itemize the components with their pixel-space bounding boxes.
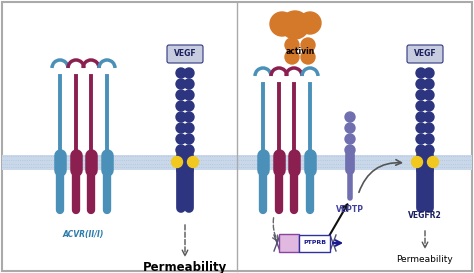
- Circle shape: [172, 156, 182, 168]
- Circle shape: [184, 90, 194, 100]
- Circle shape: [184, 68, 194, 78]
- Circle shape: [424, 112, 434, 122]
- Circle shape: [424, 90, 434, 100]
- Circle shape: [424, 145, 434, 155]
- Circle shape: [416, 145, 426, 155]
- Text: activin: activin: [285, 48, 315, 57]
- Circle shape: [285, 38, 299, 52]
- FancyBboxPatch shape: [300, 235, 330, 251]
- Circle shape: [345, 145, 355, 155]
- Circle shape: [424, 79, 434, 89]
- Circle shape: [345, 134, 355, 144]
- Circle shape: [188, 156, 199, 168]
- Circle shape: [416, 90, 426, 100]
- Circle shape: [184, 123, 194, 133]
- Circle shape: [176, 123, 186, 133]
- Text: Permeability: Permeability: [397, 256, 453, 265]
- Circle shape: [416, 79, 426, 89]
- Circle shape: [345, 123, 355, 133]
- Circle shape: [176, 90, 186, 100]
- Circle shape: [184, 112, 194, 122]
- Circle shape: [176, 68, 186, 78]
- Circle shape: [270, 12, 294, 36]
- Circle shape: [416, 101, 426, 111]
- Text: VEGF: VEGF: [414, 49, 436, 58]
- Circle shape: [176, 79, 186, 89]
- Circle shape: [424, 68, 434, 78]
- Circle shape: [299, 12, 321, 34]
- Circle shape: [281, 11, 309, 39]
- Text: VEPTP: VEPTP: [336, 206, 364, 215]
- Circle shape: [428, 156, 438, 168]
- Circle shape: [424, 101, 434, 111]
- FancyBboxPatch shape: [2, 2, 472, 271]
- Circle shape: [411, 156, 422, 168]
- Circle shape: [301, 50, 315, 64]
- Text: VEGF: VEGF: [173, 49, 196, 58]
- Circle shape: [184, 101, 194, 111]
- Text: ACVR(II/I): ACVR(II/I): [62, 230, 104, 239]
- Circle shape: [424, 134, 434, 144]
- Circle shape: [301, 38, 315, 52]
- Text: PTPRB: PTPRB: [303, 241, 327, 245]
- Circle shape: [416, 112, 426, 122]
- Circle shape: [416, 123, 426, 133]
- Circle shape: [176, 145, 186, 155]
- Text: VEGFR2: VEGFR2: [408, 212, 442, 221]
- FancyBboxPatch shape: [279, 234, 299, 252]
- Bar: [2, 155, 472, 170]
- Circle shape: [176, 112, 186, 122]
- FancyBboxPatch shape: [407, 45, 443, 63]
- FancyBboxPatch shape: [167, 45, 203, 63]
- Circle shape: [176, 134, 186, 144]
- Circle shape: [416, 68, 426, 78]
- Circle shape: [184, 145, 194, 155]
- Text: Permeability: Permeability: [143, 262, 227, 273]
- Circle shape: [184, 134, 194, 144]
- Circle shape: [184, 79, 194, 89]
- Circle shape: [424, 123, 434, 133]
- Circle shape: [285, 50, 299, 64]
- Circle shape: [345, 112, 355, 122]
- Circle shape: [176, 101, 186, 111]
- Circle shape: [416, 134, 426, 144]
